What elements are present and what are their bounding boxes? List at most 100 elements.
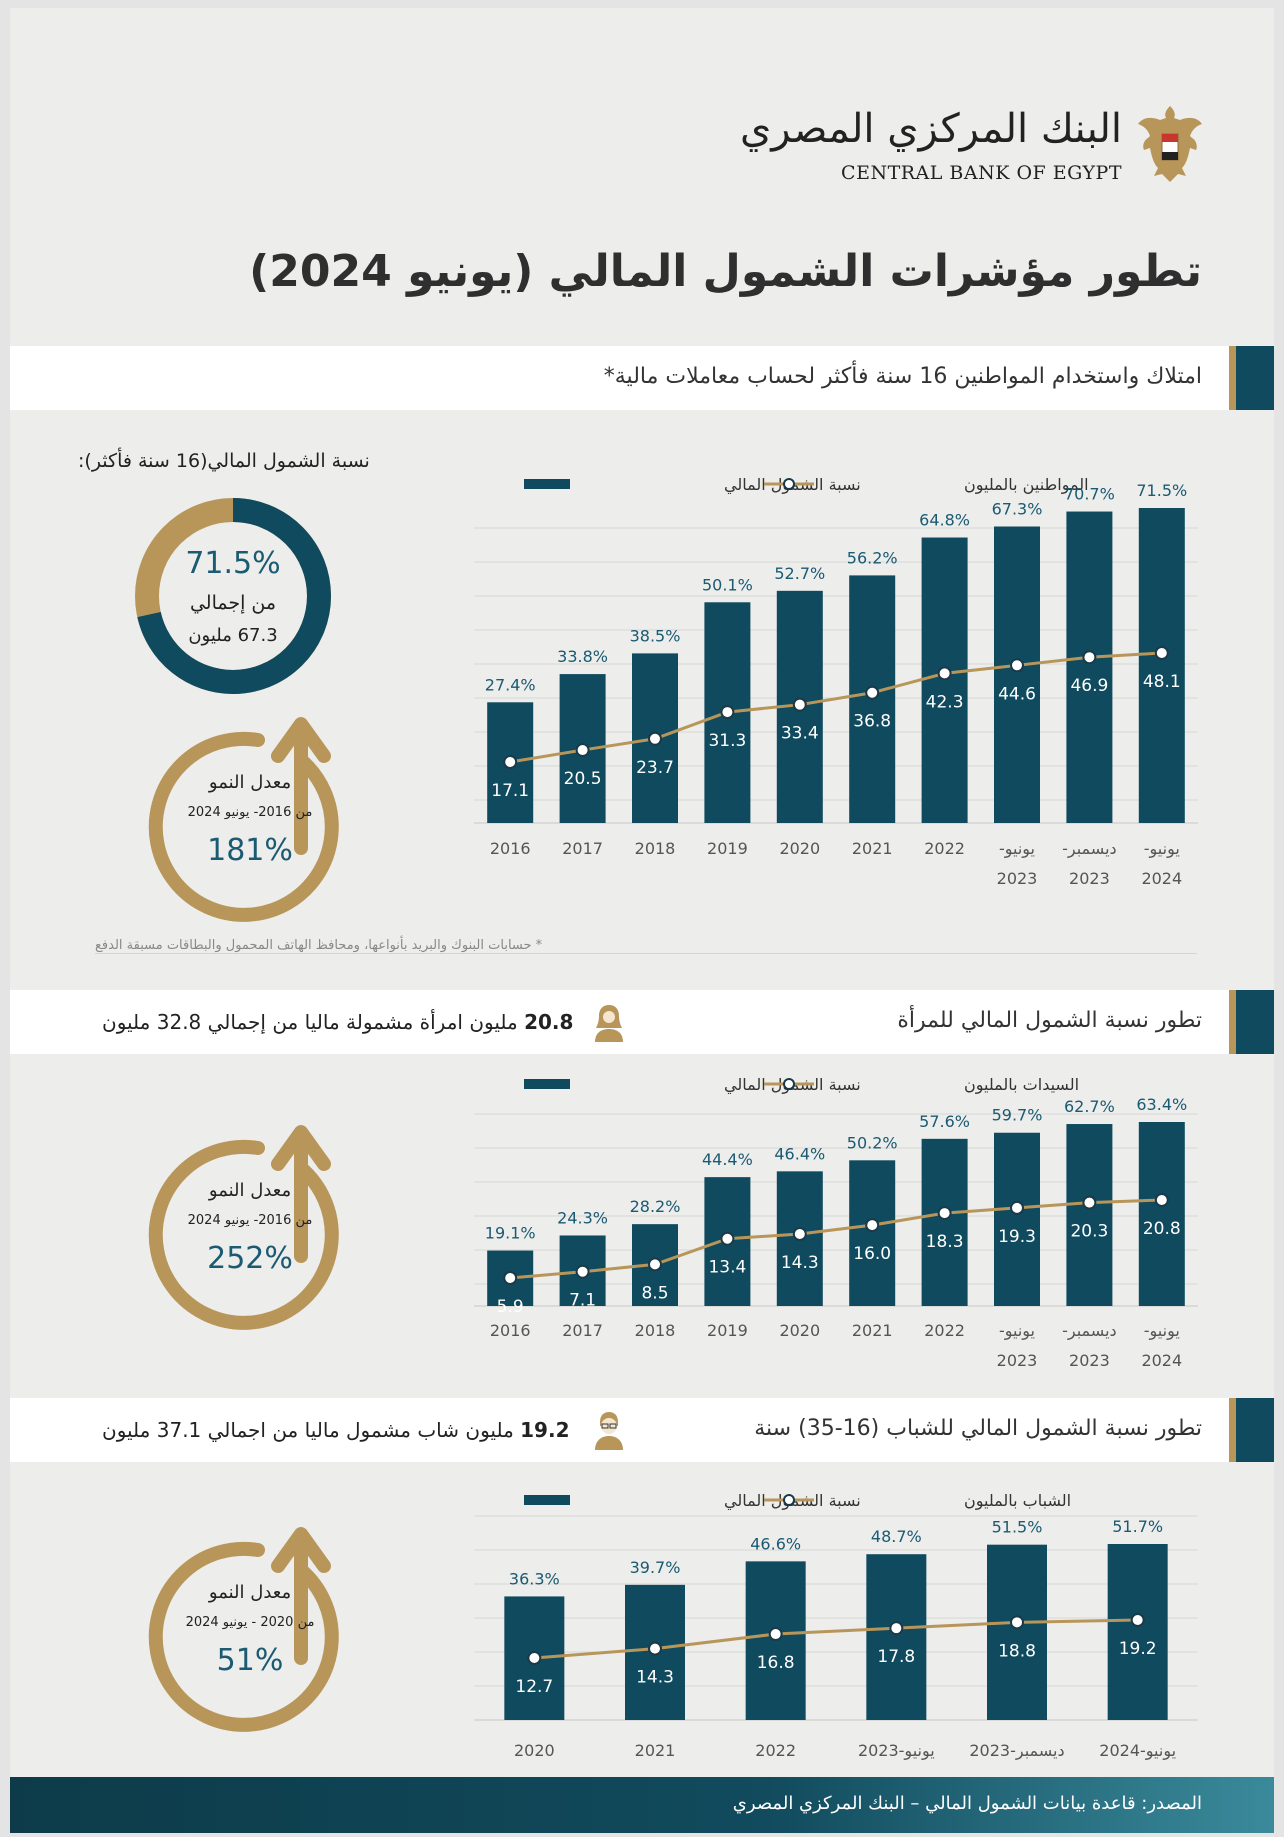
footnote-divider (95, 953, 1197, 954)
line-point (1154, 1193, 1169, 1207)
category-label: 2021 (635, 1741, 676, 1760)
bar-value-label: 39.7% (630, 1558, 681, 1577)
category-label: 2022 (924, 1321, 965, 1340)
line-point (937, 666, 952, 681)
bar (987, 1544, 1047, 1720)
bar (1066, 1124, 1113, 1306)
growth-label-3: معدل النمو (208, 1582, 291, 1603)
bar (849, 1160, 896, 1306)
line-point (1082, 1195, 1097, 1210)
section2-title: تطور نسبة الشمول المالي للمرأة (897, 1008, 1202, 1033)
bar (1138, 1122, 1185, 1306)
category-label-line2: 2023 (997, 869, 1038, 888)
arrow-up-icon (271, 717, 331, 763)
legend-bar-swatch (524, 479, 570, 489)
bar-value-label: 50.1% (702, 575, 753, 594)
line-point (1010, 658, 1024, 673)
bar-value-label: 46.4% (774, 1144, 825, 1163)
section1-title: امتلاك واستخدام المواطنين 16 سنة فأكثر ل… (603, 364, 1202, 389)
growth-value-1: 181% (207, 833, 293, 868)
category-label: يونيو-2023 (858, 1741, 935, 1761)
eagle-emblem-icon (1138, 106, 1202, 182)
line-value-label: 36.8 (853, 712, 891, 732)
bar-value-label: 56.2% (847, 548, 898, 567)
line-value-label: 18.8 (998, 1641, 1036, 1661)
category-label: 2018 (635, 1321, 676, 1340)
bar-value-label: 36.3% (509, 1569, 560, 1588)
line-value-label: 16.8 (757, 1653, 795, 1673)
line-point (865, 1218, 880, 1233)
growth-arrow-ring (148, 731, 339, 922)
bar (994, 1132, 1040, 1306)
bar-value-label: 44.4% (702, 1150, 753, 1169)
line-point (937, 1206, 952, 1221)
growth-period-2: من 2016- يونيو 2024 (188, 1213, 313, 1228)
bar (994, 526, 1040, 823)
category-label-line2: 2023 (1069, 1351, 1110, 1370)
line-point (1130, 1613, 1145, 1627)
section2-header: تطور نسبة الشمول المالي للمرأة 20.8 مليو… (10, 990, 1274, 1054)
line-value-label: 19.2 (1119, 1639, 1157, 1659)
section3-summary-text: مليون شاب مشمول ماليا من اجمالي 37.1 ملي… (102, 1418, 521, 1442)
category-label-line2: 2023 (997, 1351, 1038, 1370)
line-value-label: 5.9 (497, 1297, 524, 1317)
bar-value-label: 24.3% (557, 1208, 608, 1227)
charts-layer: نسبة الشمول المالي المواطنين بالمليون27.4… (474, 475, 1198, 1761)
section2-summary-number: 20.8 (524, 1010, 574, 1034)
line-value-label: 31.3 (708, 731, 746, 751)
growth-value-3: 51% (217, 1643, 284, 1678)
line-value-label: 14.3 (636, 1668, 674, 1688)
bar-value-label: 52.7% (774, 564, 825, 583)
line-value-label: 42.3 (926, 692, 964, 712)
bar-value-label: 33.8% (557, 647, 608, 666)
legend-line-label: السيدات بالمليون (964, 1075, 1079, 1095)
section2-summary: 20.8 مليون امرأة مشمولة ماليا من إجمالي … (102, 1010, 573, 1034)
legend-bar-swatch (524, 1495, 570, 1505)
page-title: تطور مؤشرات الشمول المالي (يونيو 2024) (249, 246, 1202, 297)
bar (866, 1554, 927, 1720)
line-value-label: 8.5 (641, 1283, 668, 1303)
line-point (648, 1641, 662, 1656)
category-label: 2017 (562, 1321, 603, 1340)
line-value-label: 12.7 (515, 1677, 553, 1697)
section3-summary-number: 19.2 (520, 1418, 570, 1442)
logo-english-text: CENTRAL BANK OF EGYPT (841, 162, 1122, 184)
series-line (509, 651, 1162, 764)
line-point (648, 731, 662, 746)
line-point (1010, 1200, 1024, 1215)
growth-period-3: من 2020 - يونيو 2024 (186, 1615, 315, 1630)
category-label: 2018 (635, 839, 676, 858)
bar-value-label: 71.5% (1136, 481, 1187, 500)
legend-line-marker (783, 478, 795, 490)
series-line (534, 1618, 1138, 1660)
line-value-label: 14.3 (781, 1253, 819, 1273)
category-label-line2: 2024 (1141, 869, 1182, 888)
bar (1138, 508, 1185, 823)
bar-value-label: 46.6% (750, 1534, 801, 1553)
category-label: 2021 (852, 839, 893, 858)
footer: المصدر: قاعدة بيانات الشمول المالي – الب… (10, 1777, 1274, 1833)
section3-summary: 19.2 مليون شاب مشمول ماليا من اجمالي 37.… (102, 1418, 570, 1442)
category-label: 2020 (779, 1321, 820, 1340)
bar-value-label: 51.7% (1112, 1517, 1163, 1536)
line-point (889, 1621, 904, 1636)
section2-summary-text: مليون امرأة مشمولة ماليا من إجمالي 32.8 … (102, 1010, 525, 1034)
line-value-label: 20.5 (564, 769, 602, 789)
category-label-line2: 2023 (1069, 869, 1110, 888)
category-label: يونيو- (999, 839, 1035, 859)
category-label: 2019 (707, 839, 748, 858)
legend-line-label: المواطنين بالمليون (964, 475, 1089, 495)
bar (921, 1138, 968, 1306)
category-label: 2019 (707, 1321, 748, 1340)
growth-period-1: من 2016- يونيو 2024 (188, 805, 313, 820)
line-point (792, 697, 807, 712)
line-value-label: 48.1 (1143, 672, 1181, 692)
series-line (510, 1198, 1162, 1280)
footnote: * حسابات البنوك والبريد بأنواعها، ومحافظ… (95, 938, 543, 953)
donut-line2: 67.3 مليون (188, 625, 277, 646)
growth-badge-1: معدل النمو من 2016- يونيو 2024 181% (148, 717, 339, 922)
growth-value-2: 252% (207, 1241, 293, 1276)
legend-bar-swatch (524, 1079, 570, 1089)
category-label: يونيو-2024 (1099, 1741, 1176, 1761)
young-man-icon (595, 1412, 623, 1450)
